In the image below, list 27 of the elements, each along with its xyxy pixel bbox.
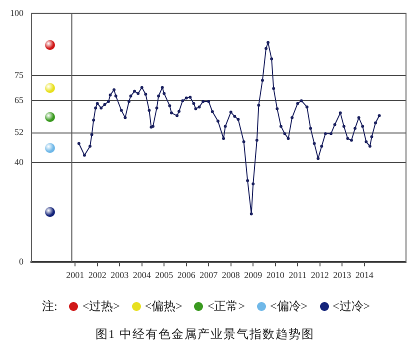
text: <偏热> — [144, 298, 182, 315]
y-tick-label: 65 — [14, 94, 24, 105]
x-tick-label: 2013 — [333, 270, 352, 280]
x-tick-label: 2006 — [177, 270, 196, 280]
x-tick-label: 2012 — [310, 270, 329, 280]
y-tick-label: 0 — [19, 256, 24, 267]
y-tick-label: 100 — [10, 8, 24, 18]
x-tick-label: 2009 — [244, 270, 263, 280]
y-tick-label: 40 — [14, 157, 24, 168]
x-tick-label: 2010 — [266, 270, 285, 280]
text: <过热> — [82, 298, 120, 315]
text: <正常> — [207, 298, 245, 315]
x-tick-label: 2003 — [110, 270, 130, 280]
text: 图1 中经有色金属产业景气指数趋势图 — [94, 326, 316, 343]
x-tick-label: 2001 — [66, 270, 84, 280]
y-tick-label: 75 — [14, 70, 24, 80]
x-tick-label: 2004 — [132, 270, 152, 280]
x-tick-label: 2014 — [355, 270, 374, 280]
text: <偏冷> — [270, 298, 308, 315]
x-tick-label: 2007 — [200, 270, 218, 280]
y-tick-label: 52 — [14, 127, 24, 138]
text: <过冷> — [332, 298, 370, 315]
text: 注: — [42, 298, 58, 315]
x-tick-label: 2011 — [288, 270, 306, 280]
x-tick-label: 2005 — [155, 270, 174, 280]
x-tick-label: 2008 — [222, 270, 240, 280]
x-tick-label: 2002 — [88, 270, 106, 280]
